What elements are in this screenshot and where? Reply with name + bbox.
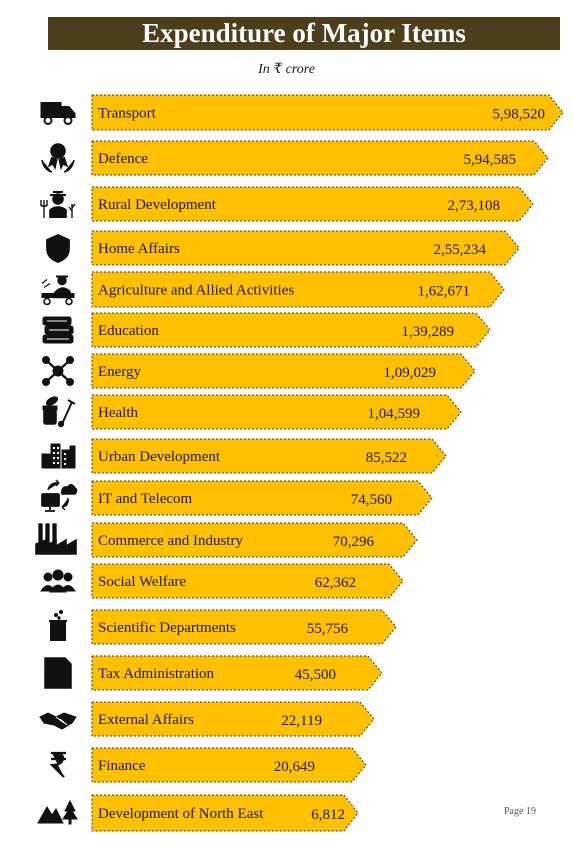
bar xyxy=(91,655,383,691)
bar xyxy=(91,312,491,348)
people-group-icon xyxy=(40,569,76,593)
medicine-icon xyxy=(42,396,76,428)
category-label: Scientific Departments xyxy=(98,620,236,636)
tax-document-icon: TAX xyxy=(44,657,72,689)
unit-subtitle: In ₹ crore xyxy=(258,62,315,77)
farmer-tractor-icon xyxy=(41,275,75,306)
bar xyxy=(91,94,564,131)
category-label: Social Welfare xyxy=(98,574,186,590)
bar xyxy=(91,230,520,266)
category-label: IT and Telecom xyxy=(98,491,193,507)
value-label: 5,98,520 xyxy=(493,107,546,123)
value-label: 1,62,671 xyxy=(418,284,471,300)
lab-beaker-icon xyxy=(49,610,67,641)
bar xyxy=(91,271,505,308)
category-label: Development of North East xyxy=(98,806,264,822)
bar xyxy=(91,747,367,783)
factory-icon xyxy=(35,523,77,555)
books-icon xyxy=(42,316,74,344)
category-label: Finance xyxy=(98,758,146,774)
category-label: Agriculture and Allied Activities xyxy=(98,283,294,299)
value-label: 1,04,599 xyxy=(368,406,421,422)
bar xyxy=(91,186,534,222)
svg-text:TAX: TAX xyxy=(49,676,66,685)
city-buildings-icon xyxy=(41,443,76,469)
bar xyxy=(91,609,397,645)
bar xyxy=(91,563,404,599)
value-label: 74,560 xyxy=(351,492,392,508)
mountains-trees-icon xyxy=(37,799,78,825)
bar xyxy=(91,438,447,474)
category-label: Transport xyxy=(98,106,157,122)
bar xyxy=(91,394,462,430)
handshake-icon xyxy=(39,712,77,730)
value-label: 22,119 xyxy=(281,713,322,729)
category-label: Health xyxy=(98,405,138,421)
page-title: Expenditure of Major Items xyxy=(48,17,560,50)
value-label: 2,73,108 xyxy=(448,198,501,214)
value-label: 5,94,585 xyxy=(464,152,517,168)
bar xyxy=(91,353,476,389)
bar xyxy=(91,140,549,176)
defence-medal-icon xyxy=(41,143,75,173)
bar xyxy=(91,794,359,832)
category-label: Defence xyxy=(98,151,148,167)
category-label: Urban Development xyxy=(98,449,221,465)
category-label: Rural Development xyxy=(98,197,217,213)
category-label: Tax Administration xyxy=(98,666,215,682)
category-label: Commerce and Industry xyxy=(98,533,243,549)
value-label: 70,296 xyxy=(333,534,375,550)
category-label: Energy xyxy=(98,364,142,380)
value-label: 85,522 xyxy=(366,450,407,466)
category-label: External Affairs xyxy=(98,712,194,728)
category-label: Home Affairs xyxy=(98,241,180,257)
rupee-icon xyxy=(49,751,66,778)
value-label: 6,812 xyxy=(311,807,345,823)
value-label: 1,39,289 xyxy=(402,324,455,340)
page-number: Page 19 xyxy=(504,806,536,817)
value-label: 20,649 xyxy=(274,759,315,775)
farmer-icon xyxy=(40,191,76,218)
truck-icon xyxy=(40,102,76,125)
police-shield-icon xyxy=(46,234,70,263)
bar xyxy=(91,701,375,737)
bar xyxy=(91,480,433,516)
computer-cloud-icon xyxy=(41,479,78,512)
value-label: 2,55,234 xyxy=(434,242,487,258)
value-label: 1,09,029 xyxy=(384,365,437,381)
category-label: Education xyxy=(98,323,159,339)
value-label: 55,756 xyxy=(307,621,349,637)
energy-network-icon xyxy=(42,356,74,386)
value-label: 62,362 xyxy=(315,575,356,591)
value-label: 45,500 xyxy=(295,667,336,683)
bar xyxy=(91,522,418,558)
